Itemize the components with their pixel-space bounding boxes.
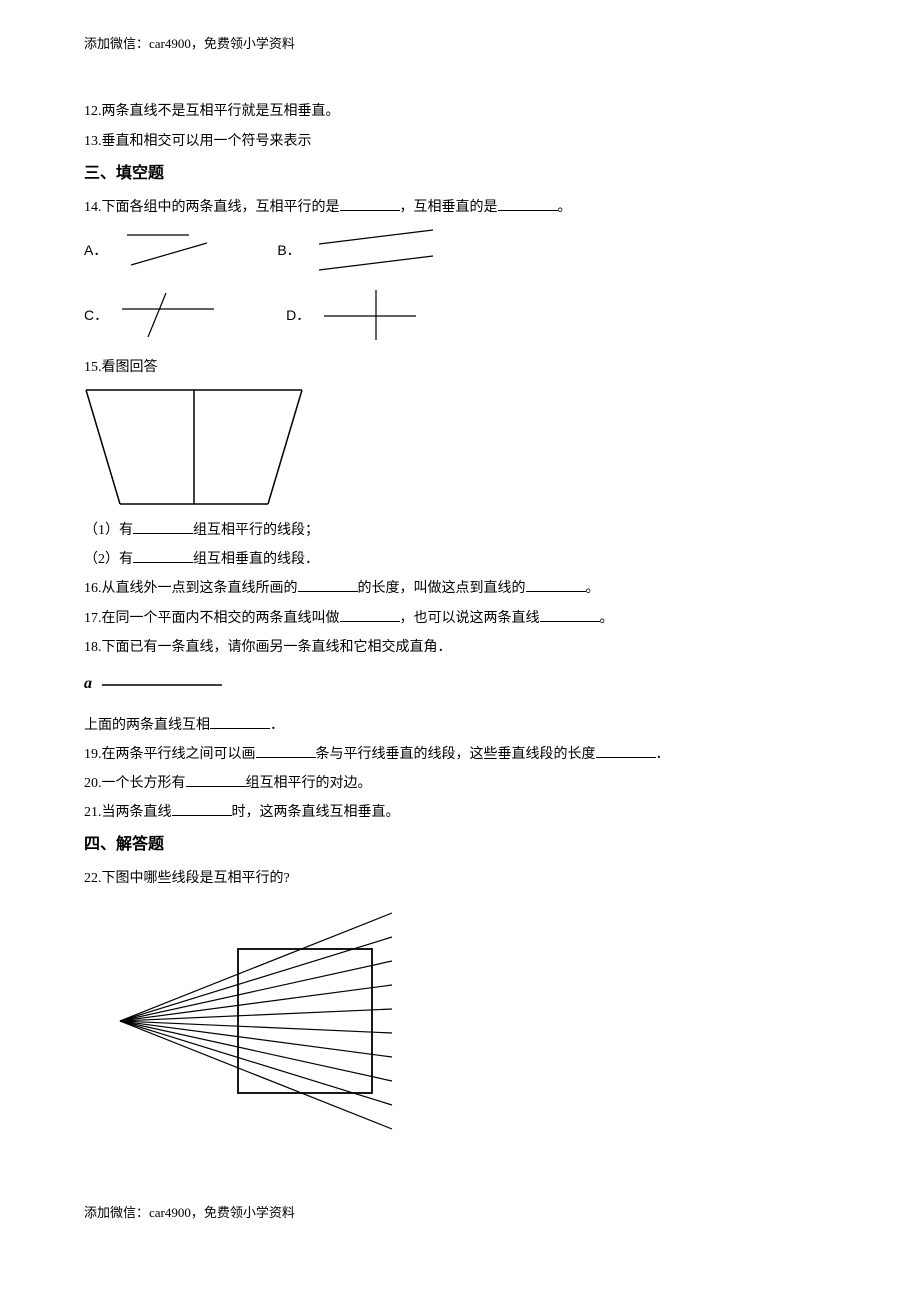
q14-mid: ，互相垂直的是	[400, 200, 498, 215]
q14-blank2	[498, 197, 558, 211]
q16-suffix: 。	[586, 581, 600, 596]
q20-prefix: 20.一个长方形有	[84, 776, 186, 791]
q17-prefix: 17.在同一个平面内不相交的两条直线叫做	[84, 611, 340, 626]
q20-suffix: 组互相平行的对边。	[246, 776, 372, 791]
q18-figure: a	[84, 670, 836, 699]
q19-blank2	[596, 744, 656, 758]
q18-after: 上面的两条直线互相 ．	[84, 713, 836, 738]
q17-mid: ，也可以说这两条直线	[400, 611, 540, 626]
q18-label-a: a	[84, 675, 92, 692]
q20: 20.一个长方形有 组互相平行的对边。	[84, 771, 836, 796]
section-4-title: 四、解答题	[84, 831, 836, 860]
q17-blank1	[340, 608, 400, 622]
q22-text: 22.下图中哪些线段是互相平行的?	[84, 866, 836, 891]
q16-mid: 的长度，叫做这点到直线的	[358, 581, 526, 596]
q14-option-b: B．	[277, 226, 440, 276]
q14-label-a: A．	[84, 238, 107, 263]
q15-sub2: （2）有 组互相垂直的线段．	[84, 547, 836, 572]
q20-blank	[186, 773, 246, 787]
q14-label-d: D．	[286, 303, 310, 328]
q15-sub1-prefix: （1）有	[84, 523, 133, 538]
q22-figure	[108, 901, 836, 1141]
q14-prefix: 14.下面各组中的两条直线，互相平行的是	[84, 200, 340, 215]
q14-options-row2: C． D．	[84, 288, 836, 343]
q14-figure-b	[311, 226, 441, 276]
q19: 19.在两条平行线之间可以画 条与平行线垂直的线段，这些垂直线段的长度 ．	[84, 742, 836, 767]
q15-text: 15.看图回答	[84, 355, 836, 380]
q17-blank2	[540, 608, 600, 622]
q15-sub2-suffix: 组互相垂直的线段．	[193, 552, 319, 567]
q17: 17.在同一个平面内不相交的两条直线叫做 ，也可以说这两条直线 。	[84, 606, 836, 631]
q17-suffix: 。	[600, 611, 614, 626]
q15-sub1: （1）有 组互相平行的线段；	[84, 518, 836, 543]
q16-blank1	[298, 578, 358, 592]
q14-blank1	[340, 197, 400, 211]
section-3-title: 三、填空题	[84, 160, 836, 189]
q18-after-suffix: ．	[270, 718, 284, 733]
q15-sub2-blank	[133, 549, 193, 563]
q19-suffix: ．	[656, 747, 670, 762]
q16: 16.从直线外一点到这条直线所画的 的长度，叫做这点到直线的 。	[84, 576, 836, 601]
q14-label-b: B．	[277, 238, 300, 263]
q15-sub2-prefix: （2）有	[84, 552, 133, 567]
q21-suffix: 时，这两条直线互相垂直。	[232, 805, 400, 820]
q12: 12.两条直线不是互相平行就是互相垂直。	[84, 99, 836, 124]
q14-figure-c	[118, 291, 218, 339]
q16-blank2	[526, 578, 586, 592]
q14-option-a: A．	[84, 231, 217, 271]
q14-suffix: 。	[558, 200, 572, 215]
q15-sub1-suffix: 组互相平行的线段；	[193, 523, 319, 538]
q18-after-prefix: 上面的两条直线互相	[84, 718, 210, 733]
q16-prefix: 16.从直线外一点到这条直线所画的	[84, 581, 298, 596]
q21-prefix: 21.当两条直线	[84, 805, 172, 820]
q14-option-c: C．	[84, 291, 218, 339]
footer-text: 添加微信：car4900，免费领小学资料	[84, 1201, 836, 1224]
q19-prefix: 19.在两条平行线之间可以画	[84, 747, 256, 762]
q18-after-blank	[210, 715, 270, 729]
q14-options-row1: A． B．	[84, 226, 836, 276]
header-text: 添加微信：car4900，免费领小学资料	[84, 32, 836, 55]
q21: 21.当两条直线 时，这两条直线互相垂直。	[84, 800, 836, 825]
q14-label-c: C．	[84, 303, 108, 328]
q15-sub1-blank	[133, 520, 193, 534]
q14-option-d: D．	[286, 288, 420, 343]
q21-blank	[172, 802, 232, 816]
q15-figure	[84, 388, 836, 506]
q18-text: 18.下面已有一条直线，请你画另一条直线和它相交成直角．	[84, 635, 836, 660]
q13: 13.垂直和相交可以用一个符号来表示	[84, 129, 836, 154]
q19-blank1	[256, 744, 316, 758]
q14-figure-d	[320, 288, 420, 343]
q14-figure-a	[117, 231, 217, 271]
q19-mid: 条与平行线垂直的线段，这些垂直线段的长度	[316, 747, 596, 762]
q14: 14.下面各组中的两条直线，互相平行的是 ，互相垂直的是 。	[84, 195, 836, 220]
